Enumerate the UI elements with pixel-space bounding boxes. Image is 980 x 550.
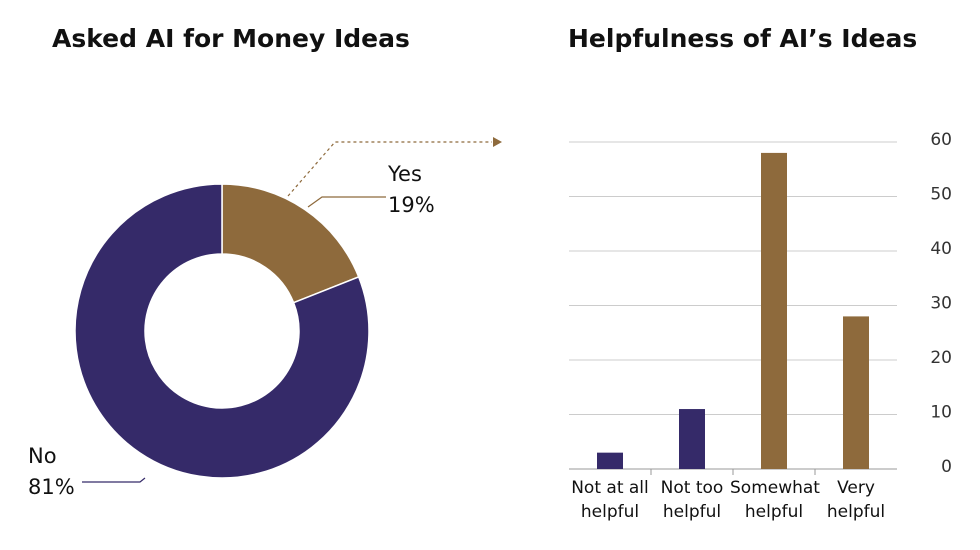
pointer-line xyxy=(287,141,492,197)
y-tick-label: 20 xyxy=(930,348,952,368)
slice-value-label: 81% xyxy=(28,475,75,499)
y-tick-label: 40 xyxy=(930,239,952,259)
donut-title: Asked AI for Money Ideas xyxy=(52,24,410,53)
donut-slice xyxy=(74,183,370,479)
y-tick-label: 60 xyxy=(930,130,952,150)
slice-value-label: 19% xyxy=(388,193,435,217)
donut-slice xyxy=(221,183,360,304)
y-tick-label: 50 xyxy=(930,185,952,205)
bar xyxy=(597,452,623,469)
x-tick-label: Very helpful xyxy=(826,478,886,522)
bar xyxy=(843,316,869,469)
slice-label: Yes xyxy=(387,162,422,186)
x-tick-label: Somewhat helpful xyxy=(730,478,820,522)
x-tick-label: Not at all helpful xyxy=(571,478,649,522)
pointer-arrow xyxy=(493,137,502,147)
bar xyxy=(679,409,705,469)
y-tick-label: 0 xyxy=(941,457,952,477)
leader-line xyxy=(82,477,146,483)
leader-line xyxy=(307,196,386,208)
bar-title: Helpfulness of AI’s Ideas xyxy=(568,24,917,53)
slice-label: No xyxy=(28,444,57,468)
y-tick-label: 30 xyxy=(930,294,952,314)
y-tick-label: 10 xyxy=(930,403,952,423)
x-tick-label: Not too helpful xyxy=(660,478,724,522)
bar xyxy=(761,152,787,469)
